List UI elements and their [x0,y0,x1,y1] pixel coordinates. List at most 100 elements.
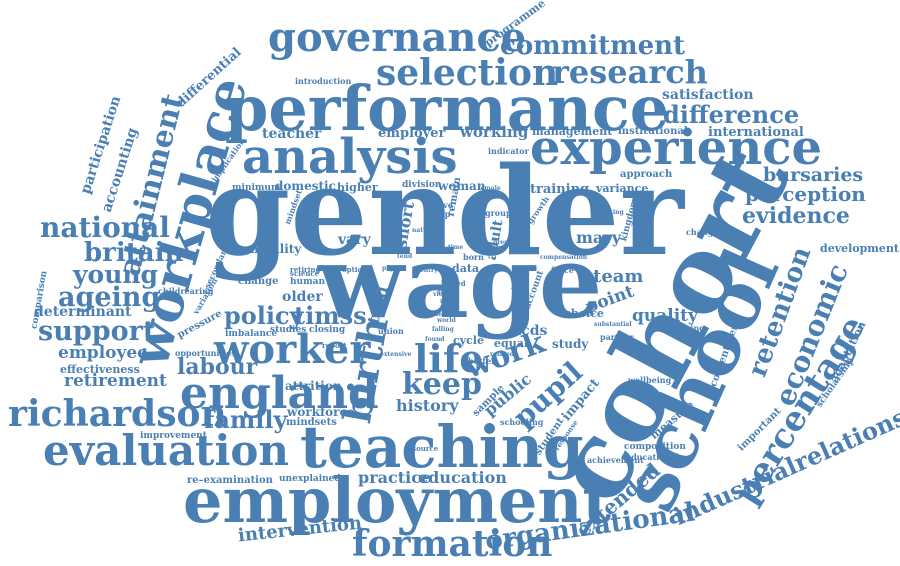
word-retiring: retiring [290,265,321,274]
word-unexplained: unexplained [279,474,341,484]
word-practice: practice [358,468,432,487]
word-policy: policy [224,301,304,330]
word-data: data [452,262,480,275]
word-live: live [437,200,453,210]
word-young: young [73,260,159,289]
word-domestic: domestic [275,179,336,193]
word-related: related [490,351,514,358]
word-year: year [470,239,485,246]
word-division: division [402,180,442,190]
word-variance: variance [596,182,649,195]
word-richardson: richardson [8,393,227,435]
word-mary: mary [576,228,622,247]
word-national: national [40,211,170,244]
word-minimum: minimum [232,183,281,193]
word-analysis: analysis [242,129,458,185]
word-working: working [460,123,529,141]
word-assessing: assessing [662,323,705,333]
word-paper: paper [382,265,402,272]
word-mobility: mobility [246,242,302,256]
word-science: science [290,269,320,278]
word-institutional: institutional [618,126,688,137]
word-tend: tend [397,253,413,260]
word-report: report [322,341,347,350]
word-studies: studies [270,325,307,335]
word-retirement: retirement [64,371,167,391]
word-ageing: ageing [58,282,161,313]
word-group: group [485,208,512,218]
word-commitment: commitment [500,31,686,61]
word-nature: nature [412,227,435,234]
word-extensive: extensive [380,351,412,358]
word-re-examination: re–examination [187,475,273,486]
word-indicator: indicator [488,146,529,156]
word-teaching: teaching [300,413,584,481]
word-workforce: workforce [287,405,355,419]
word-born: born [463,252,484,262]
word-entry: entry [420,267,438,274]
word-training: training [530,182,590,197]
word-history: history [396,396,459,415]
word-evaluation: evaluation [43,426,289,475]
word-gap: gap [434,209,451,219]
word-union: union [378,326,404,336]
word-change: change [238,276,279,287]
word-perception: perception [745,182,866,206]
word-england: england [180,368,379,419]
word-gender: gender [205,139,684,283]
word-labour: labour [177,354,258,380]
word-cycle: cycle [453,334,484,347]
word-quality: quality [632,306,698,326]
word-difference: difference [663,100,800,129]
word-governance: governance [268,14,527,61]
word-employee: employee [58,343,148,363]
word-composition: composition [624,442,686,452]
word-international: international [708,125,804,140]
word-performance: performance [225,72,670,145]
word-option: option [342,265,368,274]
word-employment: employment [183,464,612,537]
word-equal: equal [494,337,528,350]
word-substantial: substantial [594,321,632,328]
word-improvement: improvement [140,431,207,441]
word-attrition: attrition [285,379,342,393]
word-teacher: teacher [262,126,322,142]
word-unlocking: unlocking [590,209,624,216]
word-ncds: ncds [511,323,548,339]
word-human: human [290,277,325,287]
word-falling: falling [432,326,454,333]
word-resource: resource [404,444,439,453]
word-older: older [282,289,323,305]
word-imbalance: imbalance [225,329,278,339]
word-selection: selection [376,52,559,94]
word-support: support [38,316,156,347]
word-education: education [418,468,507,487]
word-team: team [593,266,644,287]
word-keep: keep [402,367,482,402]
word-life: life [414,336,484,381]
word-satisfaction: satisfaction [662,87,754,103]
word-employer: employer [378,126,446,141]
word-britain: britain [84,238,184,268]
word-worker: worker [214,326,371,373]
word-role: role [438,289,452,296]
word-approach: approach [620,169,673,180]
word-family: family [204,405,288,434]
word-educational: educational [626,452,679,462]
word-found: found [425,336,445,343]
word-bursaries: bursaries [763,164,864,186]
word-partner: partner [600,332,634,342]
word-view: view [433,291,448,298]
word-formation: formation [352,523,553,565]
word-effectiveness: effectiveness [60,363,140,376]
word-introduction: introduction [295,76,352,86]
word-experience: experience [530,120,822,176]
word-evidence: evidence [742,203,850,229]
word-wellbeing: wellbeing [628,375,672,385]
word-better: better [468,356,496,366]
word-level: level [436,311,452,318]
word-vary: vary [338,232,371,248]
word-wage: wage [318,223,603,341]
word-determinant: determinant [34,304,132,320]
